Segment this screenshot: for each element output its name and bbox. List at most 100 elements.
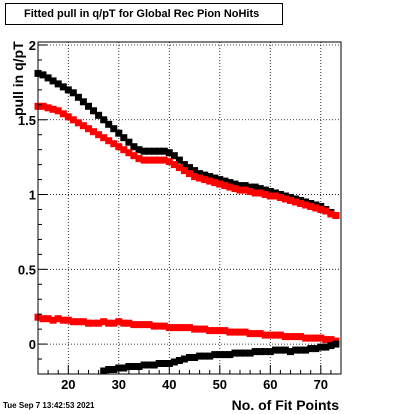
series-3-point <box>226 328 234 336</box>
series-4-point <box>125 363 133 370</box>
series-4-point <box>302 346 310 354</box>
series-1-point <box>145 147 153 155</box>
series-4-point <box>216 351 224 359</box>
series-3-point <box>196 325 204 333</box>
series-4-point <box>170 358 178 366</box>
y-tick-label: 0.5 <box>18 262 36 277</box>
series-3-point <box>201 325 209 333</box>
series-1-point <box>266 188 274 195</box>
series-2-point <box>201 176 209 184</box>
series-3-point <box>216 327 224 335</box>
x-tick-label: 60 <box>263 377 277 392</box>
series-4-point <box>231 349 239 357</box>
series-2-point <box>130 152 138 160</box>
series-1-point <box>236 182 244 190</box>
series-1-point <box>175 156 183 164</box>
series-3-point <box>302 334 310 342</box>
series-4-point <box>221 351 229 359</box>
series-3-point <box>221 327 229 335</box>
x-tick-label: 40 <box>162 377 176 392</box>
series-2-point <box>317 206 325 213</box>
series-2-point <box>246 188 254 195</box>
series-3-point <box>256 330 264 338</box>
series-2-point <box>312 204 320 212</box>
series-4-point <box>175 357 183 364</box>
series-4-point <box>105 366 113 373</box>
series-1-point <box>196 170 204 178</box>
series-3-point <box>100 318 108 326</box>
series-2-point <box>191 173 199 181</box>
series-1-point <box>160 147 168 155</box>
series-1-point <box>49 77 57 85</box>
series-1-point <box>69 89 77 97</box>
series-4-point <box>100 367 108 375</box>
series-2-point <box>39 102 47 110</box>
series-2-point <box>180 167 188 175</box>
series-2-point <box>216 180 224 188</box>
series-4-point <box>292 346 300 354</box>
series-4-point <box>145 361 153 369</box>
series-1-point <box>105 120 113 128</box>
series-4-point <box>317 343 325 351</box>
series-3-point <box>231 328 239 336</box>
series-4-point <box>140 361 148 369</box>
series-1-point <box>90 107 97 115</box>
series-3-point <box>251 330 259 338</box>
series-2-point <box>292 198 300 206</box>
series-1-point <box>180 161 188 169</box>
series-4-point <box>110 366 118 373</box>
series-4-point <box>332 340 340 348</box>
series-4-point <box>201 352 209 360</box>
series-3-point <box>44 315 52 323</box>
series-2-point <box>206 177 214 185</box>
series-3-point <box>170 324 178 332</box>
series-3-point <box>135 321 143 329</box>
series-1-point <box>231 180 239 188</box>
series-3-point <box>261 331 269 339</box>
series-3-point <box>125 319 133 327</box>
series-3-point <box>276 331 284 339</box>
y-tick-label: 1 <box>29 188 36 203</box>
series-2-point <box>145 156 153 164</box>
series-1-point <box>221 177 229 185</box>
series-3-point <box>69 318 77 326</box>
series-4-point <box>261 348 269 356</box>
series-3-point <box>145 321 153 329</box>
series-3-point <box>155 322 163 330</box>
series-4-point <box>271 346 279 354</box>
series-2-point <box>281 195 289 203</box>
series-1-point <box>150 147 158 155</box>
series-4-point <box>180 355 188 363</box>
series-2-point <box>276 194 284 201</box>
series-3-point <box>271 331 279 339</box>
series-2-point <box>64 113 72 121</box>
series-2-point <box>186 170 193 178</box>
x-tick-label: 20 <box>61 377 75 392</box>
series-1-point <box>44 74 52 82</box>
series-2-point <box>160 156 168 164</box>
series-2-point <box>327 210 335 218</box>
series-2-point <box>261 191 269 198</box>
series-3-point <box>186 324 193 332</box>
series-3-point <box>241 328 249 336</box>
series-1-point <box>201 171 209 179</box>
series-1-point <box>211 174 219 182</box>
series-4-point <box>307 345 315 353</box>
series-1-point <box>125 138 133 146</box>
series-1-point <box>216 176 224 184</box>
series-1-point <box>170 152 178 160</box>
series-4-point <box>186 354 193 361</box>
series-2-point <box>302 201 310 209</box>
y-tick-label: 2 <box>29 38 36 53</box>
chart-title: Fitted pull in q/pT for Global Rec Pion … <box>5 3 283 25</box>
x-tick-label: 70 <box>314 377 328 392</box>
series-2-point <box>110 140 118 148</box>
series-1-point <box>115 129 123 137</box>
series-4-point <box>327 342 335 350</box>
series-2-point <box>287 197 294 204</box>
series-2-point <box>105 137 113 145</box>
series-2-point <box>125 149 133 157</box>
series-4-point <box>191 354 199 361</box>
series-4-point <box>241 349 249 357</box>
series-4-point <box>211 351 219 359</box>
